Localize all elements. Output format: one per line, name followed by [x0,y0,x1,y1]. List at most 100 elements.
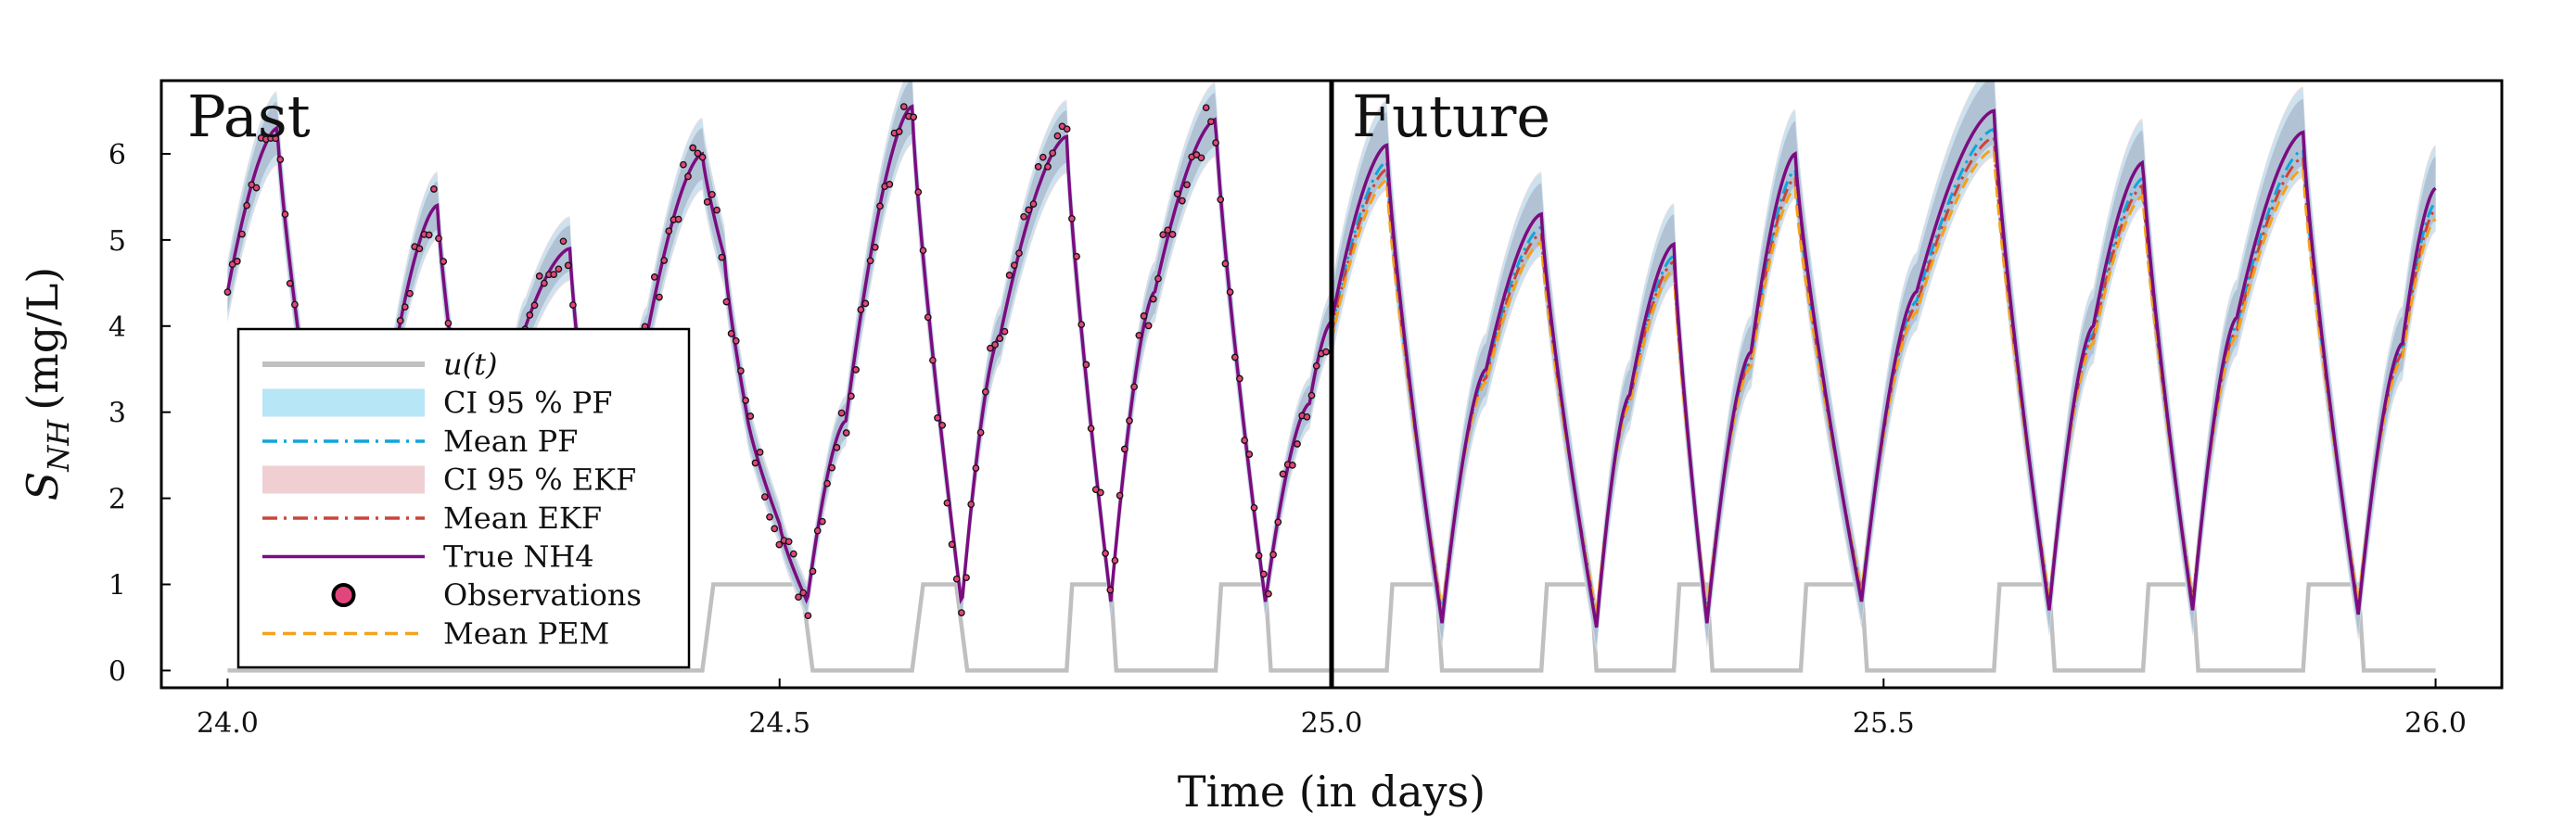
observation-point [526,311,534,319]
observation-point [727,330,735,337]
observation-point [813,526,822,535]
observation-point [1164,226,1172,235]
y-tick-label: 6 [108,139,126,171]
input-u-line [227,582,2436,673]
observation-point [555,265,563,273]
observation-point [972,464,980,472]
observation-point [223,288,232,296]
observation-point [238,230,246,238]
observation-point [1183,181,1191,189]
observation-point [1015,249,1023,258]
observation-point [713,206,721,214]
legend-item: Observations [331,577,642,613]
observation-point [440,258,448,265]
observation-point [742,397,749,404]
legend-item: Mean EKF [262,501,602,536]
observation-point [1255,551,1263,560]
observation-point [766,513,773,521]
x-axis-ticks: 24.0 24.5 25.0 25.5 26.0 [197,678,2467,740]
ci-pf-band [227,81,2436,652]
observation-point [784,538,793,546]
observation-point [1279,470,1287,478]
observation-point [886,181,894,188]
x-axis-label: Time (in days) [1178,767,1486,817]
observation-point [1173,190,1181,198]
y-axis-ticks: 0 1 2 3 4 5 6 [108,139,171,688]
observation-point [228,260,236,269]
observation-point [919,247,927,255]
input-u-series [227,582,2436,673]
observation-point [276,156,285,163]
observation-point [1236,374,1243,383]
observation-point [804,612,812,620]
observation-point [252,184,261,192]
observation-point [1265,589,1272,598]
observation-point [746,412,755,420]
observation-point [1130,383,1138,391]
observation-point [963,574,970,582]
observation-point [1053,132,1062,140]
observation-point [848,392,855,400]
legend-label: True NH4 [443,539,594,575]
observation-point [914,188,923,196]
x-tick-label: 26.0 [2404,707,2467,740]
observation-point [1179,196,1186,205]
observation-point [291,300,299,309]
observation-point [828,463,836,472]
confidence-bands [227,81,2436,653]
observation-point [842,429,850,437]
observation-point [1126,417,1133,425]
observation-point [837,409,846,417]
y-tick-label: 0 [108,655,126,688]
observation-point [430,185,438,193]
observation-point [233,258,241,265]
observation-point [1025,206,1033,214]
observation-point [272,134,280,143]
observation-point [435,235,442,243]
region-label-past: Past [187,82,311,150]
legend-label: CI 95 % EKF [443,463,636,498]
observation-point [857,306,865,313]
observation-point [991,341,999,349]
observation-point [1120,445,1129,453]
legend-item: Mean PEM [262,616,609,652]
observation-point [1241,437,1248,444]
legend-item: u(t) [262,347,497,382]
observation-point [967,501,976,508]
observation-point [1294,440,1301,448]
observation-point [718,253,726,261]
observation-point [694,149,702,158]
observation-point [1259,570,1268,578]
observation-point [987,344,994,352]
observation-point [1044,163,1052,171]
observation-point [1322,348,1330,356]
observation-point [1144,322,1153,330]
observation-point [943,499,951,507]
x-tick-label: 25.5 [1853,707,1915,740]
observation-point [650,273,658,281]
observation-point [760,493,769,501]
observation-point [1111,556,1119,564]
observation-point [1135,331,1143,339]
observation-point [737,367,745,374]
observation-point [861,299,870,308]
observation-point [689,144,697,152]
y-tick-label: 3 [108,398,126,430]
observation-point [281,210,289,219]
observation-point [996,335,1004,343]
y-tick-label: 5 [108,225,126,258]
observation-point [1250,503,1258,512]
observation-point [756,449,764,456]
observation-point [929,356,937,364]
x-tick-label: 25.0 [1301,707,1363,740]
legend-label: Mean PF [443,424,578,459]
observation-point [1231,353,1239,361]
observation-point [948,540,956,549]
observation-point [703,198,711,206]
observation-point [895,128,903,135]
y-tick-label: 1 [108,570,126,602]
observation-point [871,243,879,251]
observation-point [1073,252,1080,260]
